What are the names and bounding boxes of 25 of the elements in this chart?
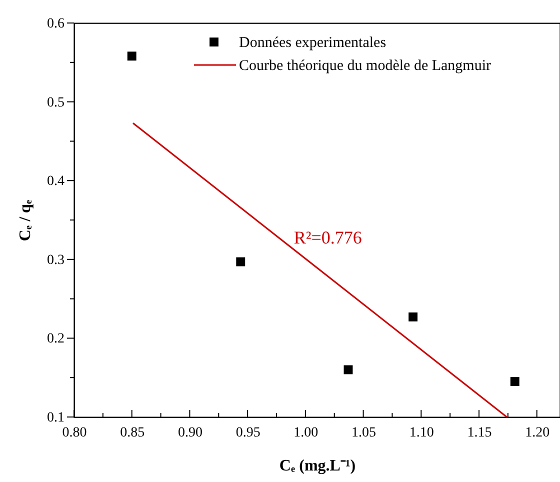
legend-label: Courbe théorique du modèle de Langmuir xyxy=(239,58,492,74)
y-tick-label: 0.6 xyxy=(47,16,64,32)
x-tick-label: 1.05 xyxy=(352,426,376,440)
legend-label: Données experimentales xyxy=(239,35,386,51)
x-tick-label: 0.80 xyxy=(62,426,87,440)
y-tick-label: 0.1 xyxy=(47,410,64,426)
x-tick-label: 1.15 xyxy=(467,426,492,440)
y-tick-label: 0.3 xyxy=(47,252,64,268)
point xyxy=(510,377,520,386)
y-axis-title: Cₑ / qₑ xyxy=(17,200,34,242)
x-tick-label: 0.90 xyxy=(178,426,202,440)
x-axis-title: Cₑ (mg.L⁻¹) xyxy=(279,458,356,474)
point xyxy=(127,52,136,61)
annotation: R²=0.776 xyxy=(294,228,362,248)
point xyxy=(344,365,353,374)
point xyxy=(236,257,246,266)
y-tick-label: 0.2 xyxy=(47,332,64,347)
x-tick-label: 1.10 xyxy=(409,426,434,440)
y-tick-label: 0.4 xyxy=(47,174,64,190)
x-tick-label: 0.95 xyxy=(236,426,260,440)
y-tick-label: 0.5 xyxy=(47,95,64,110)
x-tick-label: 0.85 xyxy=(120,426,145,440)
x-tick-label: 1.00 xyxy=(294,426,318,440)
x-tick-label: 1.20 xyxy=(525,426,550,440)
point xyxy=(408,312,418,322)
